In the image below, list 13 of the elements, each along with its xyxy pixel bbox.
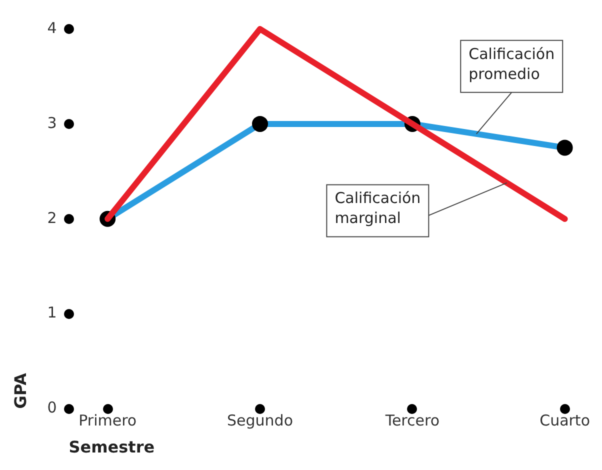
text: Calificación promedio [468, 44, 555, 83]
y-tick-label: 3 [47, 114, 57, 132]
y-tick-label: 1 [47, 304, 57, 322]
x-axis-title: Semestre [68, 438, 155, 457]
x-tick-label: Primero [78, 412, 137, 430]
y-axis-title: GPA [10, 372, 30, 409]
y-tick-label: 4 [47, 18, 57, 37]
y-tick-label: 0 [47, 398, 57, 417]
x-tick-label: Tercero [384, 412, 440, 430]
x-tick-label: Cuarto [540, 412, 590, 430]
text: Calificación marginal [334, 189, 421, 228]
x-tick-label: Segundo [227, 412, 293, 430]
y-tick-label: 2 [47, 208, 57, 227]
